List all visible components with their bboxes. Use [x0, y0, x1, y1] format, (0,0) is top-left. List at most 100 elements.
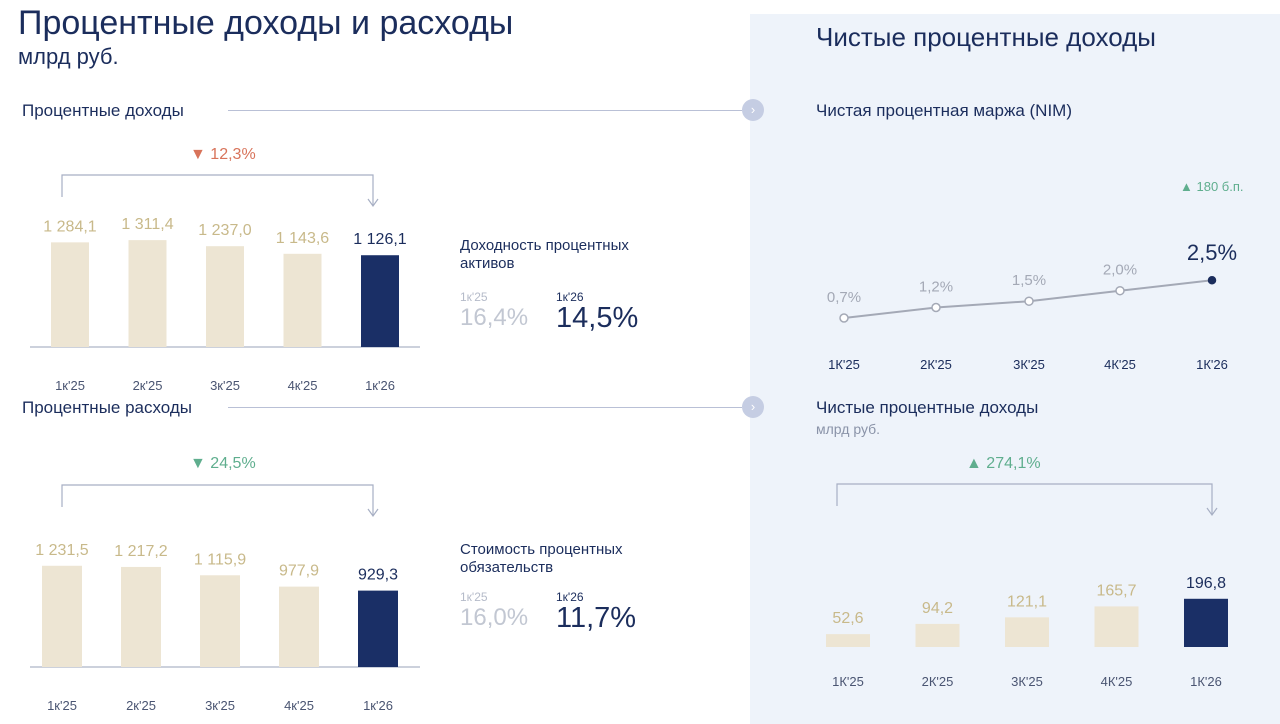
expense-metric-prev-value: 16,0%: [460, 604, 529, 631]
nim-point: [839, 313, 849, 323]
expense-metric-prev-label: 1к'25: [460, 590, 488, 604]
expense-data-label: 977,9: [279, 563, 319, 580]
expense-chart: 1 231,5 1к'25 1 217,2 2к'25 1 115,9 3к'25 977,…: [30, 484, 420, 713]
nii-change: ▲ 274,1%: [966, 455, 1041, 473]
income-data-label: 1 237,0: [198, 222, 251, 239]
nim-tick-label: 1К'26: [1196, 357, 1228, 372]
right-panel-title: Чистые процентные доходы: [816, 22, 1156, 52]
expense-bar: [121, 566, 161, 667]
expense-section-label: Процентные расходы: [22, 398, 193, 417]
expense-change: ▼ 24,5%: [190, 455, 256, 473]
expense-tick-label: 2к'25: [126, 698, 156, 713]
expense-bar: [200, 575, 240, 667]
nii-tick-label: 1К'25: [832, 674, 864, 689]
income-tick-label: 4к'25: [288, 378, 318, 393]
triangle-up-icon: ▲: [966, 455, 982, 472]
nii-data-label: 121,1: [1007, 593, 1047, 610]
expense-tick-label: 1к'26: [363, 698, 393, 713]
income-change: ▼ 12,3%: [190, 146, 256, 164]
income-tick-label: 2к'25: [133, 378, 163, 393]
income-section-label: Процентные доходы: [22, 101, 184, 120]
income-bar: [361, 255, 399, 347]
triangle-down-icon: ▼: [190, 146, 206, 163]
nim-tick-label: 2К'25: [920, 357, 952, 372]
nii-tick-label: 2К'25: [922, 674, 954, 689]
nim-data-label: 2,5%: [1187, 240, 1237, 265]
nii-data-label: 165,7: [1096, 582, 1136, 599]
expense-tick-label: 3к'25: [205, 698, 235, 713]
income-chart: 1 284,1 1к'25 1 311,4 2к'25 1 237,0 3к'25 1 14…: [30, 174, 420, 393]
expense-tick-label: 1к'25: [47, 698, 77, 713]
nii-bar: [826, 634, 870, 647]
income-connector-line: [228, 110, 742, 111]
nii-bar: [1184, 598, 1228, 647]
nim-change: ▲ 180 б.п.: [1180, 179, 1244, 194]
chevron-right-icon[interactable]: ›: [742, 99, 764, 121]
income-metric-cur-value: 14,5%: [556, 302, 639, 334]
income-bracket: [61, 174, 374, 205]
chevron-right-icon[interactable]: ›: [742, 396, 764, 418]
nim-data-label: 2,0%: [1103, 262, 1137, 279]
expense-data-label: 1 115,9: [194, 551, 246, 568]
expense-data-label: 1 231,5: [35, 542, 88, 559]
nii-section-label: Чистые процентные доходы: [816, 398, 1039, 417]
nim-data-label: 1,2%: [919, 279, 953, 296]
income-tick-label: 1к'26: [365, 378, 395, 393]
nim-point: [1115, 285, 1125, 296]
nii-tick-label: 3К'25: [1011, 674, 1043, 689]
nii-bracket: [836, 483, 1213, 514]
expense-bracket: [61, 484, 374, 515]
expense-bracket-arrow: [367, 508, 379, 518]
nim-tick-label: 1К'25: [828, 357, 860, 372]
income-change-value: 12,3%: [210, 146, 256, 163]
expense-data-label: 1 217,2: [114, 543, 167, 560]
nii-bracket-arrow: [1206, 507, 1218, 517]
triangle-down-icon: ▼: [190, 455, 206, 472]
nii-bar: [915, 623, 960, 647]
page-title: Процентные доходы и расходы: [18, 4, 514, 42]
expense-connector-line: [228, 407, 742, 408]
income-bracket-arrow: [367, 198, 379, 208]
income-metric-prev-value: 16,4%: [460, 304, 529, 331]
expense-data-label: 929,3: [358, 567, 398, 584]
income-bar: [206, 246, 244, 347]
expense-change-value: 24,5%: [210, 455, 256, 472]
nim-tick-label: 3К'25: [1013, 357, 1045, 372]
nim-tick-label: 4К'25: [1104, 357, 1136, 372]
nii-unit: млрд руб.: [816, 421, 881, 437]
nii-change-value: 274,1%: [986, 455, 1041, 472]
nim-point: [931, 302, 941, 313]
income-data-label: 1 311,4: [121, 216, 173, 233]
expense-bar: [42, 565, 82, 667]
triangle-up-icon: ▲: [1180, 179, 1193, 194]
nii-data-label: 52,6: [832, 610, 863, 627]
nii-chart: 52,6 1К'25 94,2 2К'25 121,1 3К'25 165,7 4К'25 19…: [826, 483, 1228, 689]
income-metric-title: Доходность процентных активов: [460, 237, 629, 272]
income-bar: [51, 242, 89, 347]
expense-metric-title: Стоимость процентных обязательств: [460, 541, 623, 576]
nii-data-label: 94,2: [922, 600, 953, 617]
nim-point: [1024, 296, 1034, 306]
page-subtitle: млрд руб.: [18, 44, 119, 69]
income-data-label: 1 126,1: [353, 231, 406, 248]
nim-data-label: 0,7%: [827, 289, 861, 306]
income-metric-cur-label: 1к'26: [556, 290, 584, 304]
expense-bar: [279, 586, 319, 667]
nim-data-label: 1,5%: [1012, 272, 1046, 289]
income-data-label: 1 284,1: [43, 218, 96, 235]
expense-bar: [358, 590, 398, 667]
expense-metric-cur-value: 11,7%: [556, 602, 637, 634]
nim-section-label: Чистая процентная маржа (NIM): [816, 101, 1072, 120]
income-bar: [128, 240, 167, 347]
nii-tick-label: 4К'25: [1101, 674, 1133, 689]
expense-metric-cur-label: 1к'26: [556, 590, 584, 604]
nim-change-value: 180 б.п.: [1196, 179, 1244, 194]
nii-bar: [1005, 617, 1049, 647]
nim-chart: 0,7% 1К'25 1,2% 2К'25 1,5% 3К'25 2,0% 4К'25 2,5%…: [827, 240, 1237, 372]
income-data-label: 1 143,6: [276, 230, 329, 247]
income-bar: [283, 253, 322, 347]
expense-tick-label: 4к'25: [284, 698, 314, 713]
nim-point: [1207, 275, 1217, 285]
nii-bar: [1094, 606, 1139, 647]
income-tick-label: 3к'25: [210, 378, 240, 393]
